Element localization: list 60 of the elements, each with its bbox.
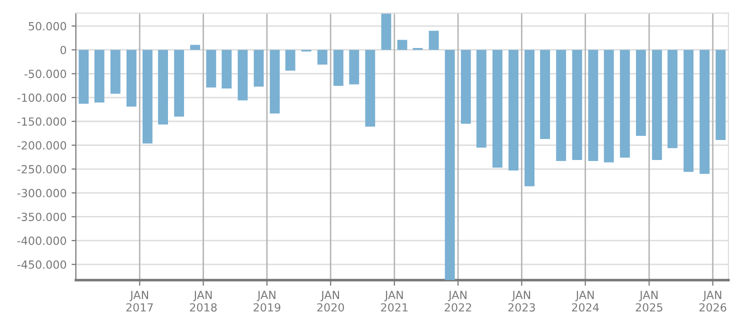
bar [524, 50, 534, 186]
y-tick-label: -150.000 [17, 117, 66, 126]
bar [492, 50, 502, 168]
bar [700, 50, 710, 174]
bar [684, 50, 694, 172]
x-tick-label: JAN 2026 [699, 290, 726, 312]
y-tick-label: 0 [60, 46, 66, 54]
bar [508, 50, 518, 170]
bar [381, 14, 392, 50]
bar [317, 50, 328, 65]
bar [285, 50, 296, 71]
bar [349, 50, 360, 84]
bar [556, 50, 566, 161]
x-tick-label: JAN 2021 [381, 290, 408, 312]
bar [572, 50, 582, 160]
bar [397, 40, 408, 50]
bar [652, 50, 662, 160]
x-tick-label: JAN 2020 [317, 290, 344, 312]
bar [222, 50, 232, 88]
y-tick-label: -250.000 [17, 165, 66, 174]
bar [333, 50, 344, 86]
y-tick-label: -400.000 [17, 236, 66, 245]
bar [620, 50, 630, 158]
bar [78, 50, 89, 104]
y-tick-label: -200.000 [17, 141, 66, 150]
bar [190, 44, 200, 50]
x-tick-label: JAN 2025 [636, 290, 662, 312]
bar [158, 50, 168, 124]
bar [604, 50, 614, 162]
y-tick-label: -100.000 [17, 94, 66, 102]
bar [476, 50, 486, 148]
bar [588, 50, 598, 161]
bar [174, 50, 184, 117]
bar [428, 30, 439, 50]
bar [238, 50, 248, 100]
x-tick-label: JAN 2023 [508, 290, 535, 312]
x-tick-label: JAN 2018 [190, 290, 217, 312]
y-tick-label: -300.000 [17, 188, 66, 198]
bar [636, 50, 646, 136]
x-tick-label: JAN 2017 [126, 290, 153, 312]
bar [460, 50, 471, 124]
x-tick-label: JAN 2019 [254, 290, 280, 312]
y-tick-label: -350.000 [17, 212, 66, 222]
x-tick-label: JAN 2024 [572, 290, 599, 312]
bar [270, 50, 280, 114]
bar [110, 50, 120, 94]
bar [716, 50, 726, 140]
bar [444, 50, 455, 280]
bar [668, 50, 678, 148]
bar [142, 50, 152, 144]
y-tick-label: -50.000 [24, 70, 66, 78]
y-tick-label: -450.000 [17, 260, 66, 269]
bar [126, 50, 136, 107]
y-tick-label: 50.000 [28, 22, 66, 30]
bar [94, 50, 104, 103]
bar [206, 50, 216, 88]
bar [365, 50, 376, 127]
bar [254, 50, 264, 87]
x-tick-label: JAN 2022 [444, 290, 472, 312]
bar [540, 50, 550, 140]
